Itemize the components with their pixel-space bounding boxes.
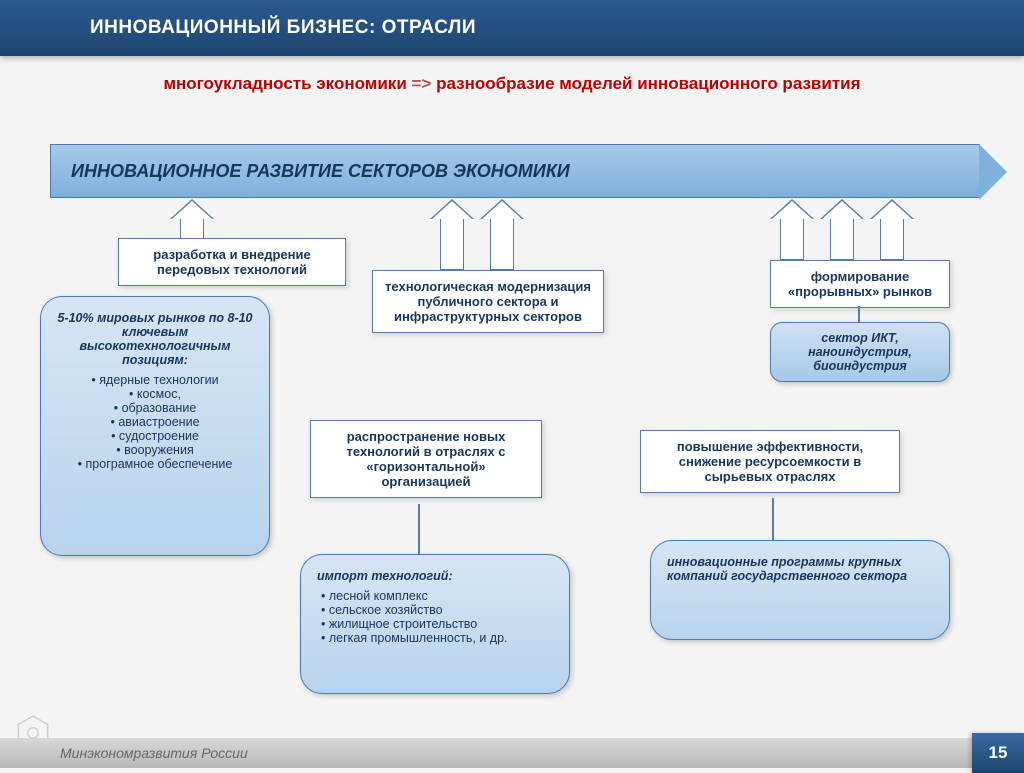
- footer-org: Минэкономразвития России: [60, 745, 248, 761]
- box-efficiency: повышение эффективности, снижение ресурс…: [640, 430, 900, 493]
- list-item: легкая промышленность, и др.: [321, 631, 553, 645]
- up-arrow-3: [490, 218, 514, 270]
- up-arrow-6: [880, 218, 904, 260]
- panel-world-markets-list: ядерные технологиикосмос,образованиеавиа…: [57, 373, 253, 471]
- connector-1: [418, 504, 420, 554]
- list-item: авиастроение: [57, 415, 253, 429]
- panel-ikt: сектор ИКТ, наноиндустрия, биоиндустрия: [770, 322, 950, 382]
- slide-header: ИННОВАЦИОННЫЙ БИЗНЕС: ОТРАСЛИ: [0, 0, 1024, 56]
- page-number: 15: [972, 733, 1024, 773]
- list-item: космос,: [57, 387, 253, 401]
- up-arrow-1: [180, 218, 204, 240]
- panel-import: импорт технологий: лесной комплекссельск…: [300, 554, 570, 694]
- list-item: судостроение: [57, 429, 253, 443]
- list-item: ядерные технологии: [57, 373, 253, 387]
- up-arrow-2: [440, 218, 464, 270]
- panel-import-list: лесной комплекссельское хозяйствожилищно…: [317, 589, 553, 645]
- list-item: вооружения: [57, 443, 253, 457]
- list-item: жилищное строительство: [321, 617, 553, 631]
- subtitle-arrow: =>: [412, 74, 432, 93]
- footer: Минэкономразвития России 15: [0, 738, 1024, 768]
- list-item: програмное обеспечение: [57, 457, 253, 471]
- main-arrow-text: ИННОВАЦИОННОЕ РАЗВИТИЕ СЕКТОРОВ ЭКОНОМИК…: [71, 161, 570, 182]
- slide-title: ИННОВАЦИОННЫЙ БИЗНЕС: ОТРАСЛИ: [90, 17, 476, 39]
- list-item: сельское хозяйство: [321, 603, 553, 617]
- box-breakthrough: формирование «прорывных» рынков: [770, 260, 950, 308]
- up-arrow-5: [830, 218, 854, 260]
- panel-import-heading: импорт технологий:: [317, 569, 553, 583]
- subtitle-right: разнообразие моделей инновационного разв…: [436, 74, 860, 93]
- box-horizontal: распространение новых технологий в отрас…: [310, 420, 542, 498]
- list-item: лесной комплекс: [321, 589, 553, 603]
- list-item: образование: [57, 401, 253, 415]
- up-arrow-4: [780, 218, 804, 260]
- subtitle-left: многоукладность экономики: [163, 74, 406, 93]
- panel-world-markets-heading: 5-10% мировых рынков по 8-10 ключевым вы…: [57, 311, 253, 367]
- subtitle: многоукладность экономики => разнообрази…: [0, 74, 1024, 94]
- panel-gov-programs: инновационные программы крупных компаний…: [650, 540, 950, 640]
- main-arrow-banner: ИННОВАЦИОННОЕ РАЗВИТИЕ СЕКТОРОВ ЭКОНОМИК…: [50, 144, 980, 198]
- box-modernization: технологическая модернизация публичного …: [372, 270, 604, 333]
- box-develop-tech: разработка и внедрение передовых техноло…: [118, 238, 346, 286]
- panel-world-markets: 5-10% мировых рынков по 8-10 ключевым вы…: [40, 296, 270, 556]
